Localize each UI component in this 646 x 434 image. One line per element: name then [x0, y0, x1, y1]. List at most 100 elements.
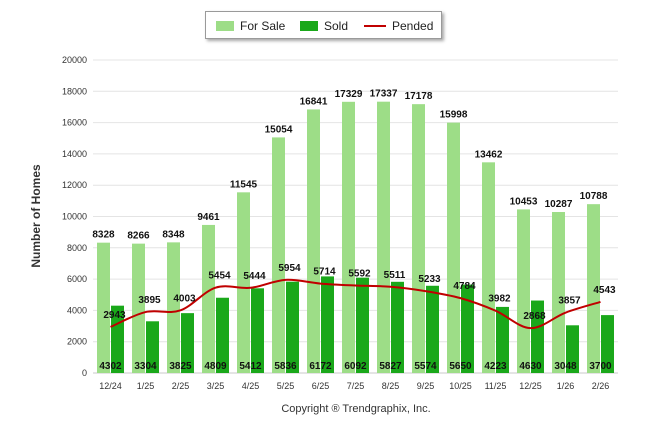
y-axis-ticks: 0 2000 4000 6000 8000 10000 12000 14000 16000 180… [62, 55, 87, 378]
label-for-sale: 11545 [230, 179, 258, 190]
label-pended: 2868 [523, 311, 546, 322]
bar-sold [426, 285, 439, 373]
pended-swatch [364, 25, 386, 27]
bar-sold [181, 313, 194, 373]
label-pended: 5714 [313, 267, 336, 278]
label-pended: 3895 [138, 295, 161, 306]
label-sold: 5574 [414, 361, 437, 372]
legend-label-for-sale: For Sale [240, 19, 286, 33]
legend-item-sold: Sold [300, 18, 348, 34]
sold-swatch [300, 21, 318, 31]
bar-sold [321, 276, 334, 373]
label-for-sale: 15054 [265, 124, 293, 135]
label-pended: 4003 [173, 293, 196, 304]
bar-for-sale [517, 209, 530, 373]
label-sold: 4809 [204, 361, 227, 372]
label-pended: 4543 [593, 285, 616, 296]
label-sold: 3825 [169, 361, 192, 372]
label-pended: 3982 [488, 294, 511, 305]
x-tick-label: 12/25 [519, 381, 542, 391]
y-tick-label: 16000 [62, 118, 87, 128]
label-pended: 5511 [384, 270, 406, 281]
label-sold: 6172 [309, 361, 332, 372]
for-sale-swatch [216, 21, 234, 31]
bar-for-sale [552, 212, 565, 373]
bar-sold [496, 306, 509, 373]
copyright-text: Copyright ® Trendgraphix, Inc. [281, 403, 430, 415]
label-sold: 4630 [519, 361, 542, 372]
x-axis-ticks: 12/24 1/25 2/25 3/25 4/25 5/25 6/25 7/25 8/25 9/2… [99, 381, 609, 391]
bar-sold [531, 300, 544, 373]
legend: For Sale Sold Pended [205, 11, 442, 39]
pended-line [110, 278, 601, 330]
y-tick-label: 14000 [62, 149, 87, 159]
label-for-sale: 10788 [580, 191, 608, 202]
bar-sold [391, 281, 404, 373]
line-pended [110, 278, 601, 330]
bar-for-sale [237, 192, 250, 373]
bar-for-sale [167, 242, 180, 373]
x-tick-label: 9/25 [417, 381, 435, 391]
label-for-sale: 9461 [197, 212, 220, 223]
y-tick-label: 20000 [62, 55, 87, 65]
bar-sold [601, 315, 614, 373]
y-tick-label: 2000 [67, 337, 87, 347]
label-for-sale: 16841 [300, 96, 328, 107]
y-tick-label: 10000 [62, 212, 87, 222]
x-tick-label: 10/25 [449, 381, 472, 391]
legend-item-for-sale: For Sale [216, 18, 285, 34]
y-axis-title: Number of Homes [29, 164, 43, 268]
label-for-sale: 8348 [162, 229, 185, 240]
label-sold: 4302 [99, 361, 122, 372]
x-tick-label: 11/25 [485, 381, 507, 391]
label-pended: 5954 [278, 263, 301, 274]
bar-for-sale [307, 109, 320, 373]
x-tick-label: 3/25 [207, 381, 225, 391]
x-tick-label: 1/26 [557, 381, 575, 391]
bar-for-sale [272, 137, 285, 373]
label-pended: 5592 [348, 268, 371, 279]
bar-for-sale [587, 204, 600, 373]
bar-for-sale [412, 104, 425, 373]
label-for-sale: 17178 [405, 91, 433, 102]
legend-label-pended: Pended [392, 19, 434, 33]
y-tick-label: 4000 [67, 305, 87, 315]
bar-sold [216, 297, 229, 373]
x-tick-label: 5/25 [277, 381, 295, 391]
bar-for-sale [202, 224, 215, 373]
x-tick-label: 12/24 [99, 381, 122, 391]
label-pended: 5454 [208, 271, 231, 282]
label-sold: 6092 [344, 361, 367, 372]
label-sold: 3048 [554, 361, 577, 372]
x-tick-label: 4/25 [242, 381, 260, 391]
y-tick-label: 12000 [62, 180, 87, 190]
label-for-sale: 10287 [545, 199, 573, 210]
bar-sold [461, 284, 474, 373]
bar-for-sale [447, 122, 460, 373]
bar-for-sale [342, 101, 355, 373]
legend-item-pended: Pended [364, 18, 433, 34]
label-sold: 5827 [379, 361, 402, 372]
bar-sold [146, 321, 159, 373]
bar-sold [251, 288, 264, 373]
label-sold: 3700 [589, 361, 612, 372]
label-pended: 3857 [558, 296, 581, 307]
label-sold: 3304 [134, 361, 157, 372]
y-tick-label: 18000 [62, 86, 87, 96]
bar-for-sale [97, 242, 110, 373]
label-for-sale: 8328 [92, 230, 115, 241]
label-for-sale: 10453 [510, 196, 538, 207]
legend-label-sold: Sold [324, 19, 349, 33]
data-labels: 8328 4302 8266 3304 8348 3825 9461 4809 11545 541… [92, 89, 616, 372]
x-tick-label: 8/25 [382, 381, 400, 391]
label-for-sale: 17329 [335, 89, 363, 100]
y-tick-label: 6000 [67, 274, 87, 284]
x-tick-label: 7/25 [347, 381, 365, 391]
label-sold: 5412 [239, 361, 262, 372]
x-tick-label: 1/25 [137, 381, 155, 391]
label-for-sale: 17337 [370, 89, 398, 100]
label-pended: 5233 [418, 274, 441, 285]
y-tick-label: 0 [82, 368, 87, 378]
x-tick-label: 2/26 [592, 381, 610, 391]
